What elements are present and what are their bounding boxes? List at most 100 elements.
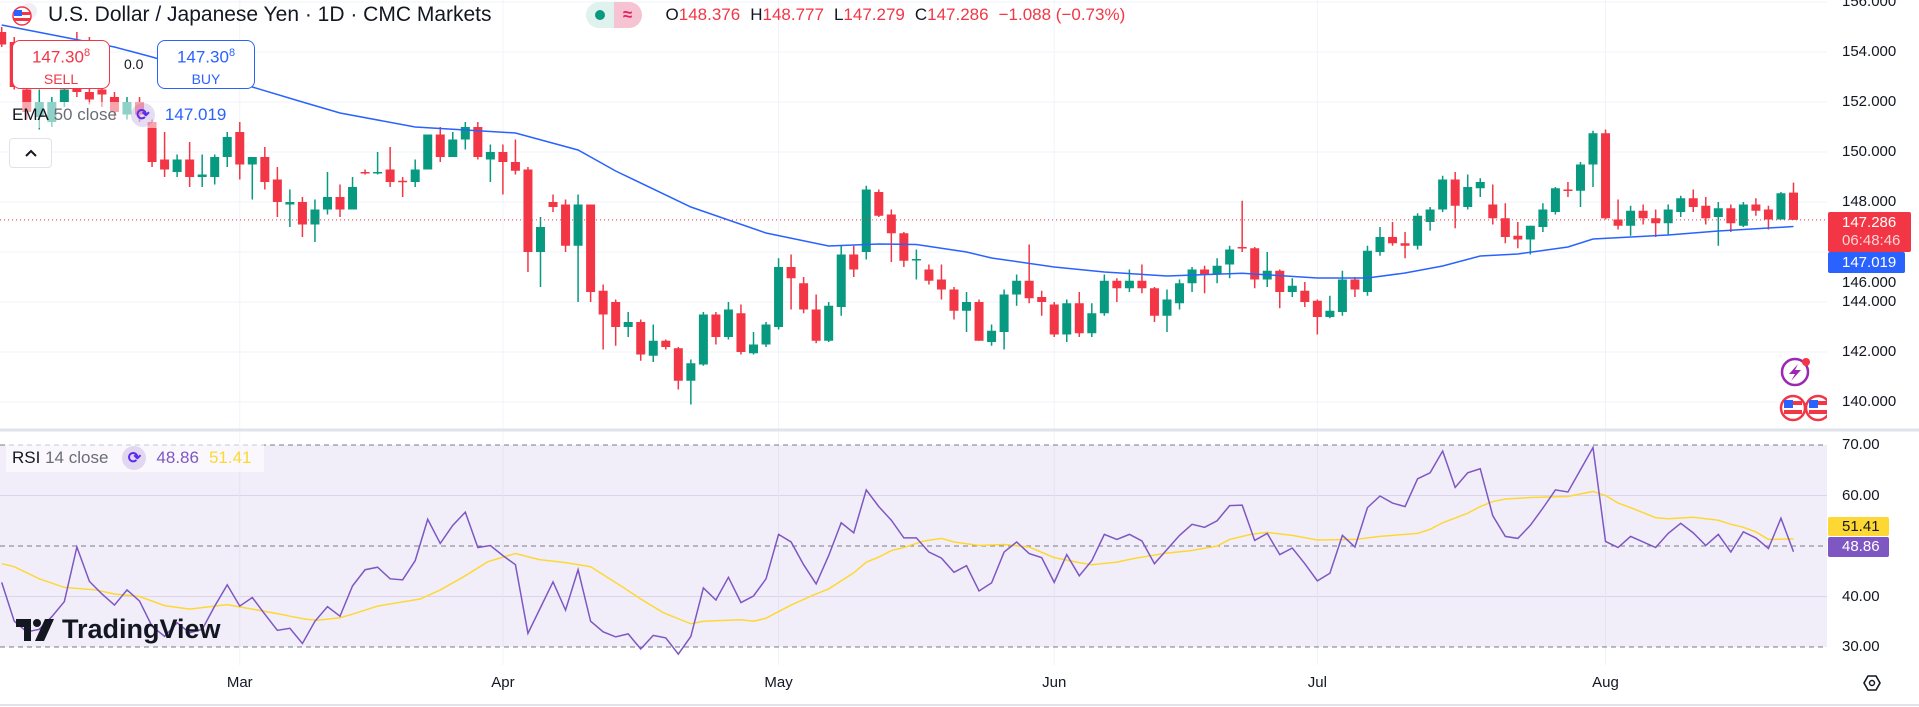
candle-body [348, 187, 358, 210]
candle-body [1312, 300, 1322, 317]
time-axis-label: Aug [1592, 674, 1619, 691]
sell-label: SELL [43, 70, 79, 87]
candle [1763, 205, 1773, 230]
price-axis-label: 152.000 [1842, 93, 1897, 110]
candle [197, 154, 207, 187]
candle [385, 147, 395, 187]
candle-body [72, 87, 82, 92]
candle-body [636, 322, 646, 355]
candle [1701, 197, 1711, 225]
candle-body [1500, 218, 1510, 237]
market-status-pill[interactable]: ≈ [585, 2, 642, 28]
candle-body [1651, 218, 1661, 224]
candle [1688, 189, 1698, 212]
candle [473, 122, 483, 160]
candle [285, 189, 295, 227]
rsi-ma-legend-value: 51.41 [208, 447, 252, 467]
candle-body [861, 189, 871, 252]
ema-legend-params: 50 close [53, 105, 117, 124]
tradingview-logo[interactable]: TradingView [16, 614, 221, 645]
candle [1413, 213, 1423, 250]
candle [899, 232, 909, 267]
candle-body [185, 159, 195, 177]
candle-body [1713, 208, 1723, 217]
candle-body [1049, 304, 1059, 335]
candle [1525, 225, 1535, 255]
candle-body [172, 159, 182, 172]
ema-legend[interactable]: EMA 50 close ⟳ 147.019 [12, 102, 227, 128]
buy-button[interactable]: 147.308 BUY [157, 40, 255, 89]
spread-value: 0.0 [124, 56, 144, 72]
candle-body [1613, 219, 1623, 226]
candle-body [623, 322, 633, 327]
candle [1162, 289, 1172, 332]
candle [210, 154, 220, 185]
candle-body [1563, 189, 1573, 191]
us-flag-event-icon[interactable] [1804, 394, 1832, 422]
candle-body [310, 209, 320, 225]
candle-body [1037, 297, 1047, 302]
candle-body [899, 233, 909, 261]
candle-body [510, 162, 520, 171]
candle [1488, 184, 1498, 225]
candle [1651, 209, 1661, 237]
candle [1099, 274, 1109, 316]
us-flag-event-icon[interactable] [1779, 394, 1807, 422]
sell-price: 147.30 [31, 47, 84, 67]
rsi-legend[interactable]: RSI 14 close ⟳ 48.86 51.41 [6, 443, 264, 472]
candle [1726, 204, 1736, 232]
ema-50-line [1, 24, 1794, 279]
candle [1037, 290, 1047, 316]
candle [498, 144, 508, 195]
candle [1362, 245, 1372, 296]
sell-button[interactable]: 147.308 SELL [12, 40, 110, 89]
us-flag-icon[interactable] [10, 1, 38, 29]
ohlc-key: H [750, 5, 763, 24]
symbol-title[interactable]: U.S. Dollar / Japanese Yen · 1D · CMC Ma… [48, 3, 492, 26]
candle-body [335, 197, 345, 210]
price-axis-label: 154.000 [1842, 43, 1897, 60]
candle [761, 322, 771, 347]
buy-price: 147.30 [176, 47, 229, 67]
candle-body [1350, 279, 1360, 290]
candle [1463, 174, 1473, 210]
settings-icon[interactable] [1863, 675, 1881, 691]
candle-body [1638, 210, 1648, 219]
candle [335, 184, 345, 217]
reload-icon[interactable]: ⟳ [130, 103, 155, 127]
candle-body [598, 290, 608, 315]
candle [235, 122, 245, 180]
candle [1550, 187, 1560, 215]
candle-body [1325, 310, 1335, 317]
candle [736, 304, 746, 355]
symbol-header: U.S. Dollar / Japanese Yen · 1D · CMC Ma… [10, 0, 1125, 30]
candle [711, 312, 721, 345]
rsi-legend-name: RSI [12, 447, 41, 467]
candle-body [611, 302, 621, 327]
candle-body [1200, 269, 1210, 275]
candle-body [1701, 205, 1711, 219]
candle [1237, 200, 1247, 252]
lightning-icon[interactable] [1780, 357, 1810, 387]
time-axis-label: Jul [1307, 674, 1327, 691]
candle [398, 177, 408, 197]
candle-body [1187, 269, 1197, 284]
candle-body [1513, 235, 1523, 240]
candle [222, 132, 232, 167]
candle-body [761, 324, 771, 345]
reload-icon[interactable]: ⟳ [122, 445, 147, 470]
candle-body [824, 305, 834, 341]
candle [1776, 192, 1786, 220]
collapse-legend-button[interactable] [9, 138, 52, 168]
candle-body [435, 134, 445, 157]
ohlc-high: 148.777 [762, 5, 824, 24]
candle [936, 264, 946, 300]
candle-body [1588, 133, 1598, 165]
candle-body [1626, 210, 1636, 226]
candle [1601, 129, 1611, 220]
candle-body [448, 139, 458, 157]
candle [1300, 282, 1310, 307]
candle [1613, 199, 1623, 230]
candle [1475, 178, 1485, 197]
